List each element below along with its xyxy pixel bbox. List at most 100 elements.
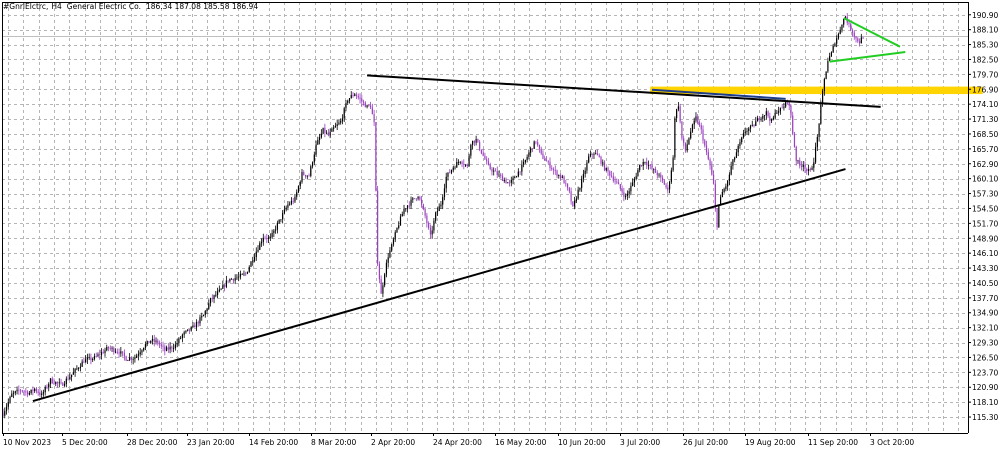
candle-body	[211, 298, 213, 299]
candle-body	[526, 156, 528, 160]
candle-body	[136, 355, 138, 358]
candle-body	[549, 161, 551, 169]
candle-body	[343, 108, 345, 119]
candle-body	[197, 322, 199, 324]
candle-body	[412, 198, 414, 200]
candle-body	[484, 155, 486, 160]
candle-body	[199, 317, 201, 324]
candle-body	[266, 238, 268, 239]
candle-body	[477, 138, 479, 142]
candle-body	[348, 98, 351, 101]
candle-body	[171, 346, 173, 349]
candle-body	[676, 109, 678, 119]
candle-body	[39, 392, 41, 395]
trendline	[843, 17, 901, 48]
candle-body	[387, 257, 389, 263]
candle-body	[823, 78, 825, 92]
candle-body	[832, 45, 834, 53]
candle-body	[466, 164, 468, 166]
candle-body	[779, 107, 781, 112]
candle-body	[375, 122, 377, 191]
candle-body	[385, 262, 388, 275]
candle-body	[732, 159, 734, 166]
candle-body	[524, 159, 526, 163]
candle-body	[457, 162, 460, 163]
candle-body	[769, 116, 771, 121]
candle-body	[32, 389, 34, 392]
candle-body	[621, 188, 623, 193]
candle-body	[737, 145, 739, 153]
candle-body	[830, 52, 833, 57]
candle-body	[283, 209, 286, 214]
candle-body	[818, 123, 820, 137]
candle-body	[487, 161, 490, 165]
candle-body	[413, 198, 416, 200]
candle-body	[438, 206, 440, 212]
candle-body	[14, 391, 16, 393]
candle-body	[839, 29, 841, 34]
candle-body	[264, 237, 266, 239]
candle-body	[78, 368, 80, 369]
candle-body	[512, 177, 514, 180]
candle-body	[758, 118, 760, 120]
candle-body	[530, 148, 532, 153]
candle-body	[684, 142, 687, 151]
candle-body	[568, 187, 570, 192]
candle-body	[581, 178, 583, 188]
candle-body	[609, 171, 611, 176]
candle-body	[799, 160, 801, 166]
candle-body	[540, 148, 542, 154]
candle-body	[143, 347, 145, 351]
candle-body	[292, 200, 294, 202]
candle-body	[612, 176, 614, 181]
candle-body	[595, 153, 597, 155]
candle-body	[267, 237, 270, 239]
price-tick-label: 154.50	[972, 204, 998, 213]
candle-body	[83, 361, 85, 363]
candle-body	[333, 127, 335, 129]
candle-body	[472, 140, 474, 145]
candle-body	[584, 170, 586, 175]
candle-body	[665, 184, 667, 188]
candle-body	[201, 316, 203, 318]
candle-body	[65, 378, 67, 385]
candle-body	[74, 368, 76, 373]
candle-body	[357, 96, 359, 98]
candle-body	[482, 153, 484, 156]
time-tick-label: 10 Jun 20:00	[558, 438, 606, 447]
candle-body	[116, 351, 118, 353]
candle-body	[551, 168, 553, 170]
candle-body	[415, 198, 417, 200]
candle-body	[559, 175, 562, 178]
candle-body	[857, 38, 859, 42]
candle-body	[661, 177, 664, 181]
candle-body	[204, 311, 206, 315]
candle-body	[306, 175, 308, 177]
candle-body	[85, 359, 87, 363]
candle-body	[232, 278, 235, 281]
candle-body	[215, 294, 217, 296]
candle-body	[850, 23, 852, 31]
candle-body	[523, 162, 525, 165]
candle-body	[394, 232, 396, 240]
candle-body	[67, 378, 69, 380]
price-tick-label: 182.50	[972, 55, 998, 64]
time-tick-label: 2 Apr 20:00	[371, 438, 415, 447]
candle-body	[507, 182, 509, 184]
candle-body	[9, 396, 11, 402]
candle-body	[359, 97, 361, 99]
candle-body	[51, 378, 53, 384]
candle-body	[756, 118, 759, 122]
candle-body	[239, 274, 242, 277]
candle-body	[515, 176, 518, 178]
candle-body	[851, 30, 854, 33]
candle-body	[533, 141, 535, 149]
candle-body	[180, 337, 182, 339]
candle-body	[468, 155, 470, 166]
candle-body	[368, 105, 370, 106]
candle-body	[834, 43, 836, 46]
resistance-zone	[650, 86, 983, 95]
candle-body	[401, 214, 403, 217]
